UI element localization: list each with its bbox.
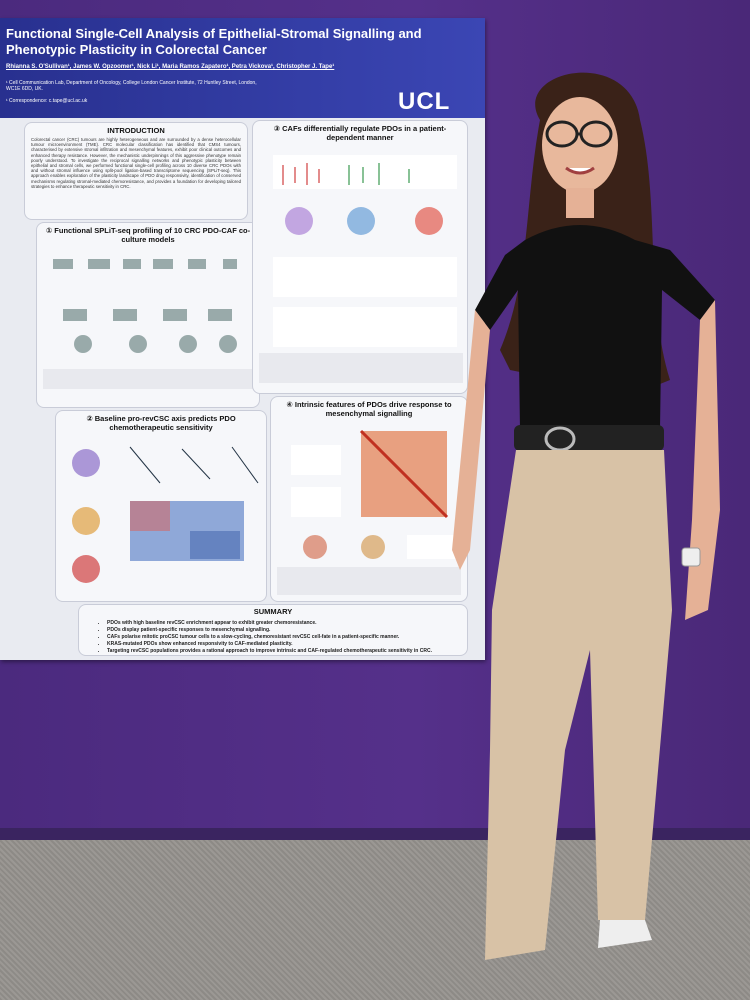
figure bbox=[43, 259, 253, 389]
scatter-plots bbox=[129, 446, 259, 484]
umap bbox=[72, 507, 100, 535]
summary-point: CAFs polarise mitotic proCSC tumour cell… bbox=[107, 634, 467, 641]
arm-left bbox=[452, 310, 490, 570]
shape bbox=[53, 259, 73, 269]
shape bbox=[74, 335, 92, 353]
figure bbox=[277, 429, 461, 595]
section-heading: ① Functional SPLiT-seq profiling of 10 C… bbox=[45, 226, 251, 244]
section-box: ① Functional SPLiT-seq profiling of 10 C… bbox=[36, 222, 260, 408]
umap bbox=[72, 555, 100, 583]
summary-point: PDOs display patient-specific responses … bbox=[107, 627, 467, 634]
panel bbox=[291, 487, 341, 517]
panel bbox=[407, 535, 457, 559]
poster: Functional Single-Cell Analysis of Epith… bbox=[0, 18, 485, 660]
heatmap bbox=[190, 531, 240, 559]
poster-header: Functional Single-Cell Analysis of Epith… bbox=[0, 18, 485, 118]
section-box: ② Baseline pro-revCSC axis predicts PDO … bbox=[55, 410, 267, 602]
umap bbox=[285, 207, 313, 235]
panel bbox=[273, 155, 457, 189]
summary-point: Targeting revCSC populations provides a … bbox=[107, 648, 467, 655]
affiliation: ¹ Cell Communication Lab, Department of … bbox=[6, 80, 257, 92]
summary-list: PDOs with high baseline revCSC enrichmen… bbox=[107, 620, 467, 655]
schematic bbox=[53, 259, 237, 353]
caption bbox=[259, 353, 463, 383]
correspondence: ¹ Correspondence: c.tape@ucl.ac.uk bbox=[6, 98, 88, 104]
heatmap bbox=[130, 501, 170, 531]
smile bbox=[565, 166, 595, 175]
intro-box: INTRODUCTION Colorectal cancer (CRC) tum… bbox=[24, 122, 248, 220]
shape bbox=[231, 446, 259, 484]
panel bbox=[273, 257, 457, 297]
shape bbox=[63, 309, 87, 321]
neck bbox=[566, 188, 594, 218]
shape bbox=[129, 335, 147, 353]
diagonal bbox=[359, 429, 449, 519]
section-box: ④ Intrinsic features of PDOs drive respo… bbox=[270, 396, 468, 602]
belt bbox=[514, 425, 664, 451]
caption bbox=[277, 567, 461, 595]
top bbox=[475, 225, 715, 430]
violin-row bbox=[348, 163, 410, 185]
shape bbox=[88, 259, 110, 269]
shape bbox=[163, 309, 187, 321]
section-heading: ③ CAFs differentially regulate PDOs in a… bbox=[273, 124, 447, 142]
poster-title: Functional Single-Cell Analysis of Epith… bbox=[6, 26, 422, 57]
section-heading: ② Baseline pro-revCSC axis predicts PDO … bbox=[86, 414, 236, 432]
shape bbox=[219, 335, 237, 353]
authors: Rhianna S. O'Sullivan¹, James W. Opzoome… bbox=[6, 64, 335, 70]
glasses bbox=[545, 120, 613, 148]
caption bbox=[43, 369, 253, 389]
watch bbox=[681, 547, 701, 567]
logo: UCL bbox=[398, 88, 451, 115]
panel bbox=[273, 307, 457, 347]
intro-text: Colorectal cancer (CRC) tumours are high… bbox=[31, 137, 241, 189]
shape bbox=[123, 259, 141, 269]
person bbox=[452, 72, 720, 960]
shape bbox=[223, 259, 237, 269]
summary-point: PDOs with high baseline revCSC enrichmen… bbox=[107, 620, 467, 627]
shape bbox=[179, 335, 197, 353]
section-heading: ④ Intrinsic features of PDOs drive respo… bbox=[286, 400, 452, 418]
figure bbox=[72, 446, 259, 583]
panel bbox=[291, 445, 341, 475]
shape bbox=[129, 446, 161, 484]
shape bbox=[153, 259, 173, 269]
figure bbox=[259, 155, 463, 383]
section-heading: INTRODUCTION bbox=[107, 126, 165, 135]
shoe bbox=[598, 920, 652, 948]
shape bbox=[181, 448, 211, 480]
shape bbox=[188, 259, 206, 269]
shape bbox=[113, 309, 137, 321]
umap bbox=[347, 207, 375, 235]
umap bbox=[361, 535, 385, 559]
umap bbox=[72, 449, 100, 477]
umap bbox=[303, 535, 327, 559]
trousers bbox=[485, 450, 672, 960]
umap bbox=[415, 207, 443, 235]
summary-box: SUMMARY PDOs with high baseline revCSC e… bbox=[78, 604, 468, 656]
section-heading: SUMMARY bbox=[253, 607, 293, 616]
arm-right bbox=[685, 300, 720, 620]
section-box: ③ CAFs differentially regulate PDOs in a… bbox=[252, 120, 468, 394]
violin-row bbox=[282, 163, 320, 185]
shape bbox=[208, 309, 232, 321]
summary-point: KRAS-mutated PDOs show enhanced responsi… bbox=[107, 641, 467, 648]
